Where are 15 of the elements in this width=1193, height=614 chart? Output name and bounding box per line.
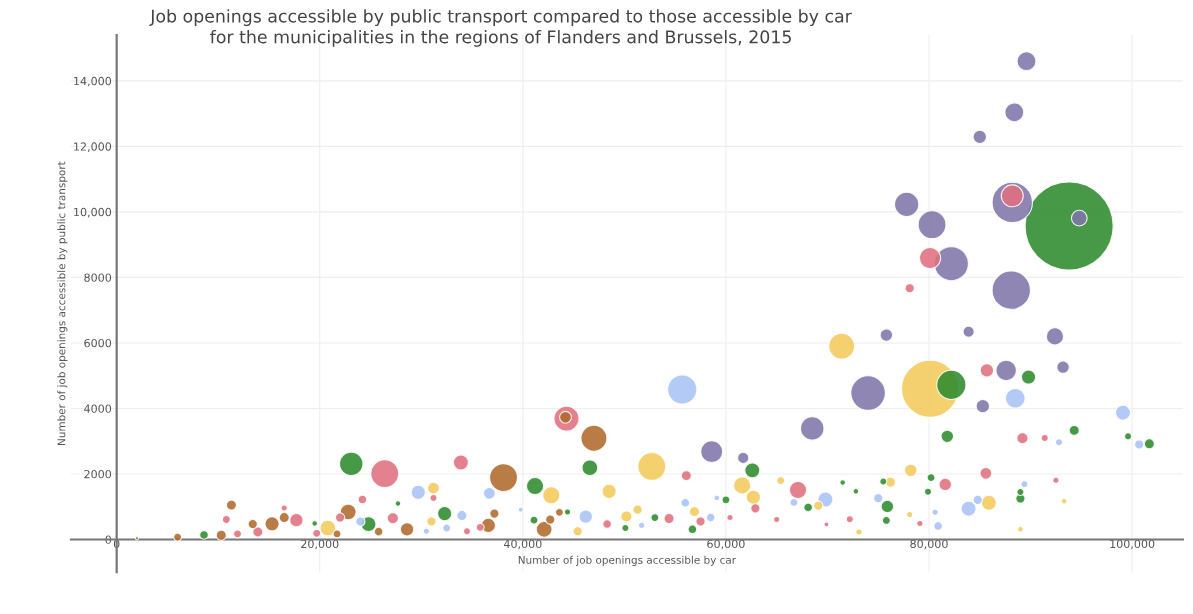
y-tick-label: 10,000 — [74, 207, 112, 218]
y-tick-label: 8000 — [84, 273, 112, 282]
y-axis-title: Number of job openings accessible by public transport — [57, 161, 68, 445]
y-tick-label: 6000 — [84, 338, 112, 348]
x-tick-label: 100,000 — [1110, 539, 1155, 550]
chart-title: Job openings accessible by public transport compared to those accessible by car for the municipalities in the regions of Flanders and Brussels, 2015 — [149, 9, 852, 47]
y-tick-label: 2000 — [84, 469, 112, 479]
x-tick-label: 80,000 — [910, 539, 948, 550]
y-tick-label: 14,000 — [74, 76, 112, 87]
x-tick-label: 20,000 — [301, 539, 339, 550]
x-axis-title: Number of job openings accessible by car — [518, 555, 737, 566]
y-tick-label: 12,000 — [74, 142, 112, 152]
x-tick-label: 60,000 — [707, 539, 745, 550]
y-tick-label: 4000 — [84, 404, 112, 413]
x-tick-label: 40,000 — [503, 539, 542, 550]
